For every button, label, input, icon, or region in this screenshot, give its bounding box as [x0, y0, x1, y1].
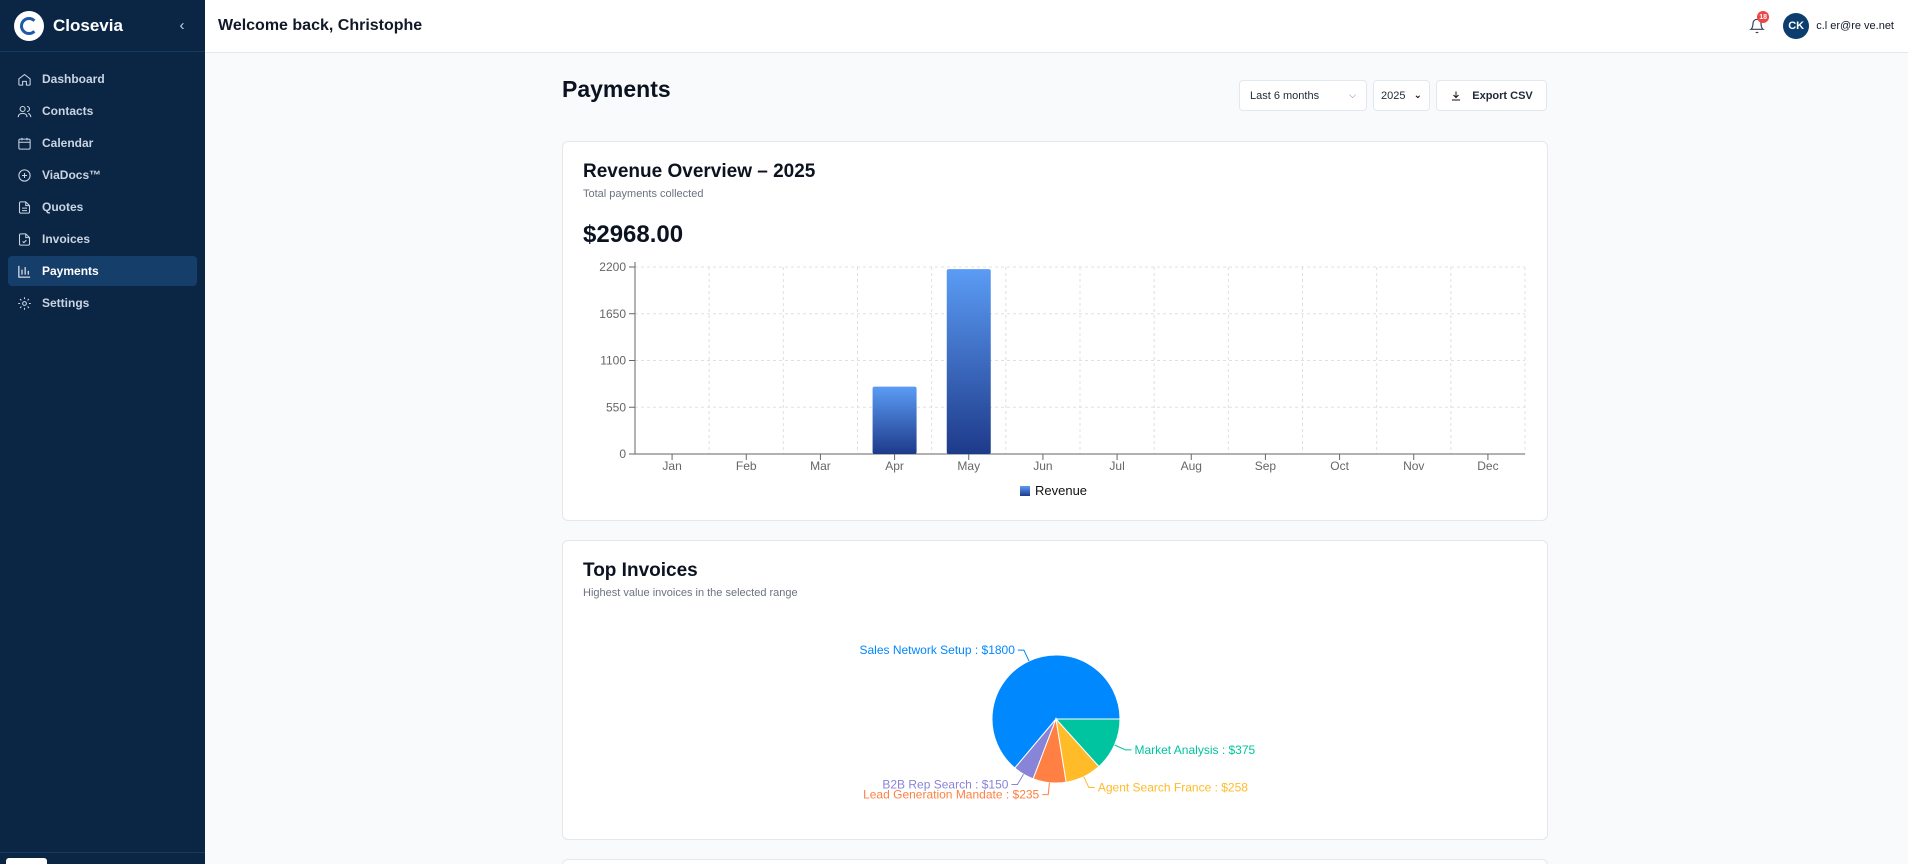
file-text-icon	[18, 200, 31, 214]
sidebar-item-dashboard[interactable]: Dashboard	[8, 64, 197, 94]
sidebar-item-label: Dashboard	[42, 72, 105, 86]
y-tick-label: 550	[606, 400, 626, 414]
file-check-icon	[18, 232, 31, 246]
revenue-subtitle: Total payments collected	[583, 188, 704, 200]
x-tick-label: Jun	[1033, 459, 1052, 473]
pie-label-line	[1017, 649, 1030, 662]
brand-name: Closevia	[53, 15, 123, 35]
revenue-title: Revenue Overview – 2025	[583, 161, 816, 182]
x-tick-label: Mar	[810, 459, 831, 473]
top-invoices-subtitle: Highest value invoices in the selected r…	[583, 587, 798, 599]
top-invoices-pie-chart: Sales Network Setup : $1800 B2B Rep Searc…	[859, 643, 1255, 802]
x-tick-label: Jan	[662, 459, 681, 473]
next-card	[562, 859, 1548, 864]
year-select-value: 2025	[1381, 89, 1406, 102]
footer-chip[interactable]	[6, 858, 47, 864]
gear-icon	[18, 296, 31, 310]
x-tick-label: Aug	[1181, 459, 1202, 473]
pie-label-line	[1083, 776, 1095, 789]
chevron-down-icon: ⌵	[1349, 90, 1356, 100]
brand: Closevia ‹	[0, 0, 205, 52]
y-tick-label: 1650	[599, 307, 626, 321]
x-tick-label: Oct	[1330, 459, 1349, 473]
pie-slice-market-analysis	[1054, 718, 1121, 768]
chevron-left-icon[interactable]: ‹	[179, 17, 185, 34]
x-tick-label: Feb	[736, 459, 757, 473]
x-tick-label: Dec	[1477, 459, 1498, 473]
legend-label-revenue: Revenue	[1035, 483, 1087, 498]
pie-label: Agent Search France : $258	[1098, 781, 1248, 795]
revenue-bar-chart: 0 550 1100 1650 2200 Jan Feb Mar Apr May Jun Jul Aug…	[599, 260, 1526, 498]
bar-apr	[872, 386, 917, 454]
sidebar-item-settings[interactable]: Settings	[8, 288, 197, 318]
pie-label: Sales Network Setup : $1800	[859, 643, 1015, 657]
pie-slice-sales-network-setup	[991, 654, 1121, 769]
range-select[interactable]: Last 6 months ⌵	[1239, 80, 1367, 111]
revenue-total: $2968.00	[583, 221, 684, 248]
avatar[interactable]: CK	[1783, 13, 1810, 39]
pie-label: Market Analysis : $375	[1134, 743, 1255, 757]
sidebar-item-label: Settings	[42, 296, 90, 310]
notifications-button[interactable]: 18	[1749, 11, 1770, 36]
sidebar-item-contacts[interactable]: Contacts	[8, 96, 197, 126]
pie-label: B2B Rep Search : $150	[882, 778, 1008, 792]
sidebar-item-invoices[interactable]: Invoices	[8, 224, 197, 254]
top-invoices-card: Top Invoices Highest value invoices in t…	[562, 540, 1548, 840]
x-tick-label: Nov	[1403, 459, 1424, 473]
sidebar-item-label: Invoices	[42, 232, 91, 246]
bar-chart-grid	[634, 266, 1526, 454]
download-icon	[1452, 91, 1461, 100]
y-tick-label: 0	[619, 447, 626, 461]
sidebar-nav: Dashboard Contacts Calendar ViaDocs™ Quo…	[0, 52, 205, 318]
user-email[interactable]: c.l er@re ve.net	[1816, 20, 1894, 32]
chevron-down-icon: ⌄	[1413, 90, 1422, 101]
pie-label-line	[1114, 744, 1132, 751]
y-tick-label: 2200	[599, 260, 626, 274]
revenue-overview-card: Revenue Overview – 2025 Total payments c…	[562, 141, 1548, 521]
range-select-value: Last 6 months	[1250, 89, 1320, 102]
sidebar-item-payments[interactable]: Payments	[8, 256, 197, 286]
x-tick-label: May	[957, 459, 980, 473]
export-csv-button[interactable]: Export CSV	[1436, 80, 1547, 111]
sidebar-item-label: Calendar	[42, 136, 94, 150]
notification-badge: 18	[1757, 11, 1770, 23]
sidebar-item-label: ViaDocs™	[42, 168, 102, 182]
plus-circle-icon	[18, 168, 31, 182]
sidebar-item-calendar[interactable]: Calendar	[8, 128, 197, 158]
pie-label-line	[1042, 782, 1050, 796]
chart-legend: Revenue	[1020, 483, 1087, 498]
export-csv-label: Export CSV	[1472, 89, 1533, 102]
bar-may	[946, 269, 991, 454]
x-tick-label: Jul	[1109, 459, 1124, 473]
x-tick-label: Sep	[1255, 459, 1277, 473]
sidebar-item-quotes[interactable]: Quotes	[8, 192, 197, 222]
page-controls: Last 6 months ⌵ 2025 ⌄ Export CSV	[1239, 80, 1547, 111]
calendar-icon	[18, 137, 31, 150]
sidebar-item-label: Payments	[42, 264, 99, 278]
pie-label: Lead Generation Mandate : $235	[863, 788, 1039, 802]
topbar: Welcome back, Christophe 18 CK c.l er@re…	[205, 0, 1908, 53]
x-tick-label: Apr	[885, 459, 904, 473]
sidebar: Closevia ‹ Dashboard Contacts Calendar V…	[0, 0, 205, 864]
pie-label-line	[1011, 773, 1024, 786]
sidebar-item-viadocs[interactable]: ViaDocs™	[8, 160, 197, 190]
page-title: Payments	[562, 76, 671, 102]
bar-chart-icon	[18, 265, 31, 278]
sidebar-footer	[0, 852, 205, 864]
users-icon	[17, 105, 32, 117]
sidebar-item-label: Quotes	[42, 200, 84, 214]
top-invoices-title: Top Invoices	[583, 560, 698, 581]
sidebar-item-label: Contacts	[42, 104, 94, 118]
home-icon	[18, 73, 31, 86]
legend-swatch	[1020, 486, 1030, 496]
brand-logo[interactable]	[14, 10, 44, 41]
year-select[interactable]: 2025 ⌄	[1373, 80, 1430, 111]
y-tick-label: 1100	[600, 354, 626, 368]
welcome-message: Welcome back, Christophe	[218, 17, 423, 34]
